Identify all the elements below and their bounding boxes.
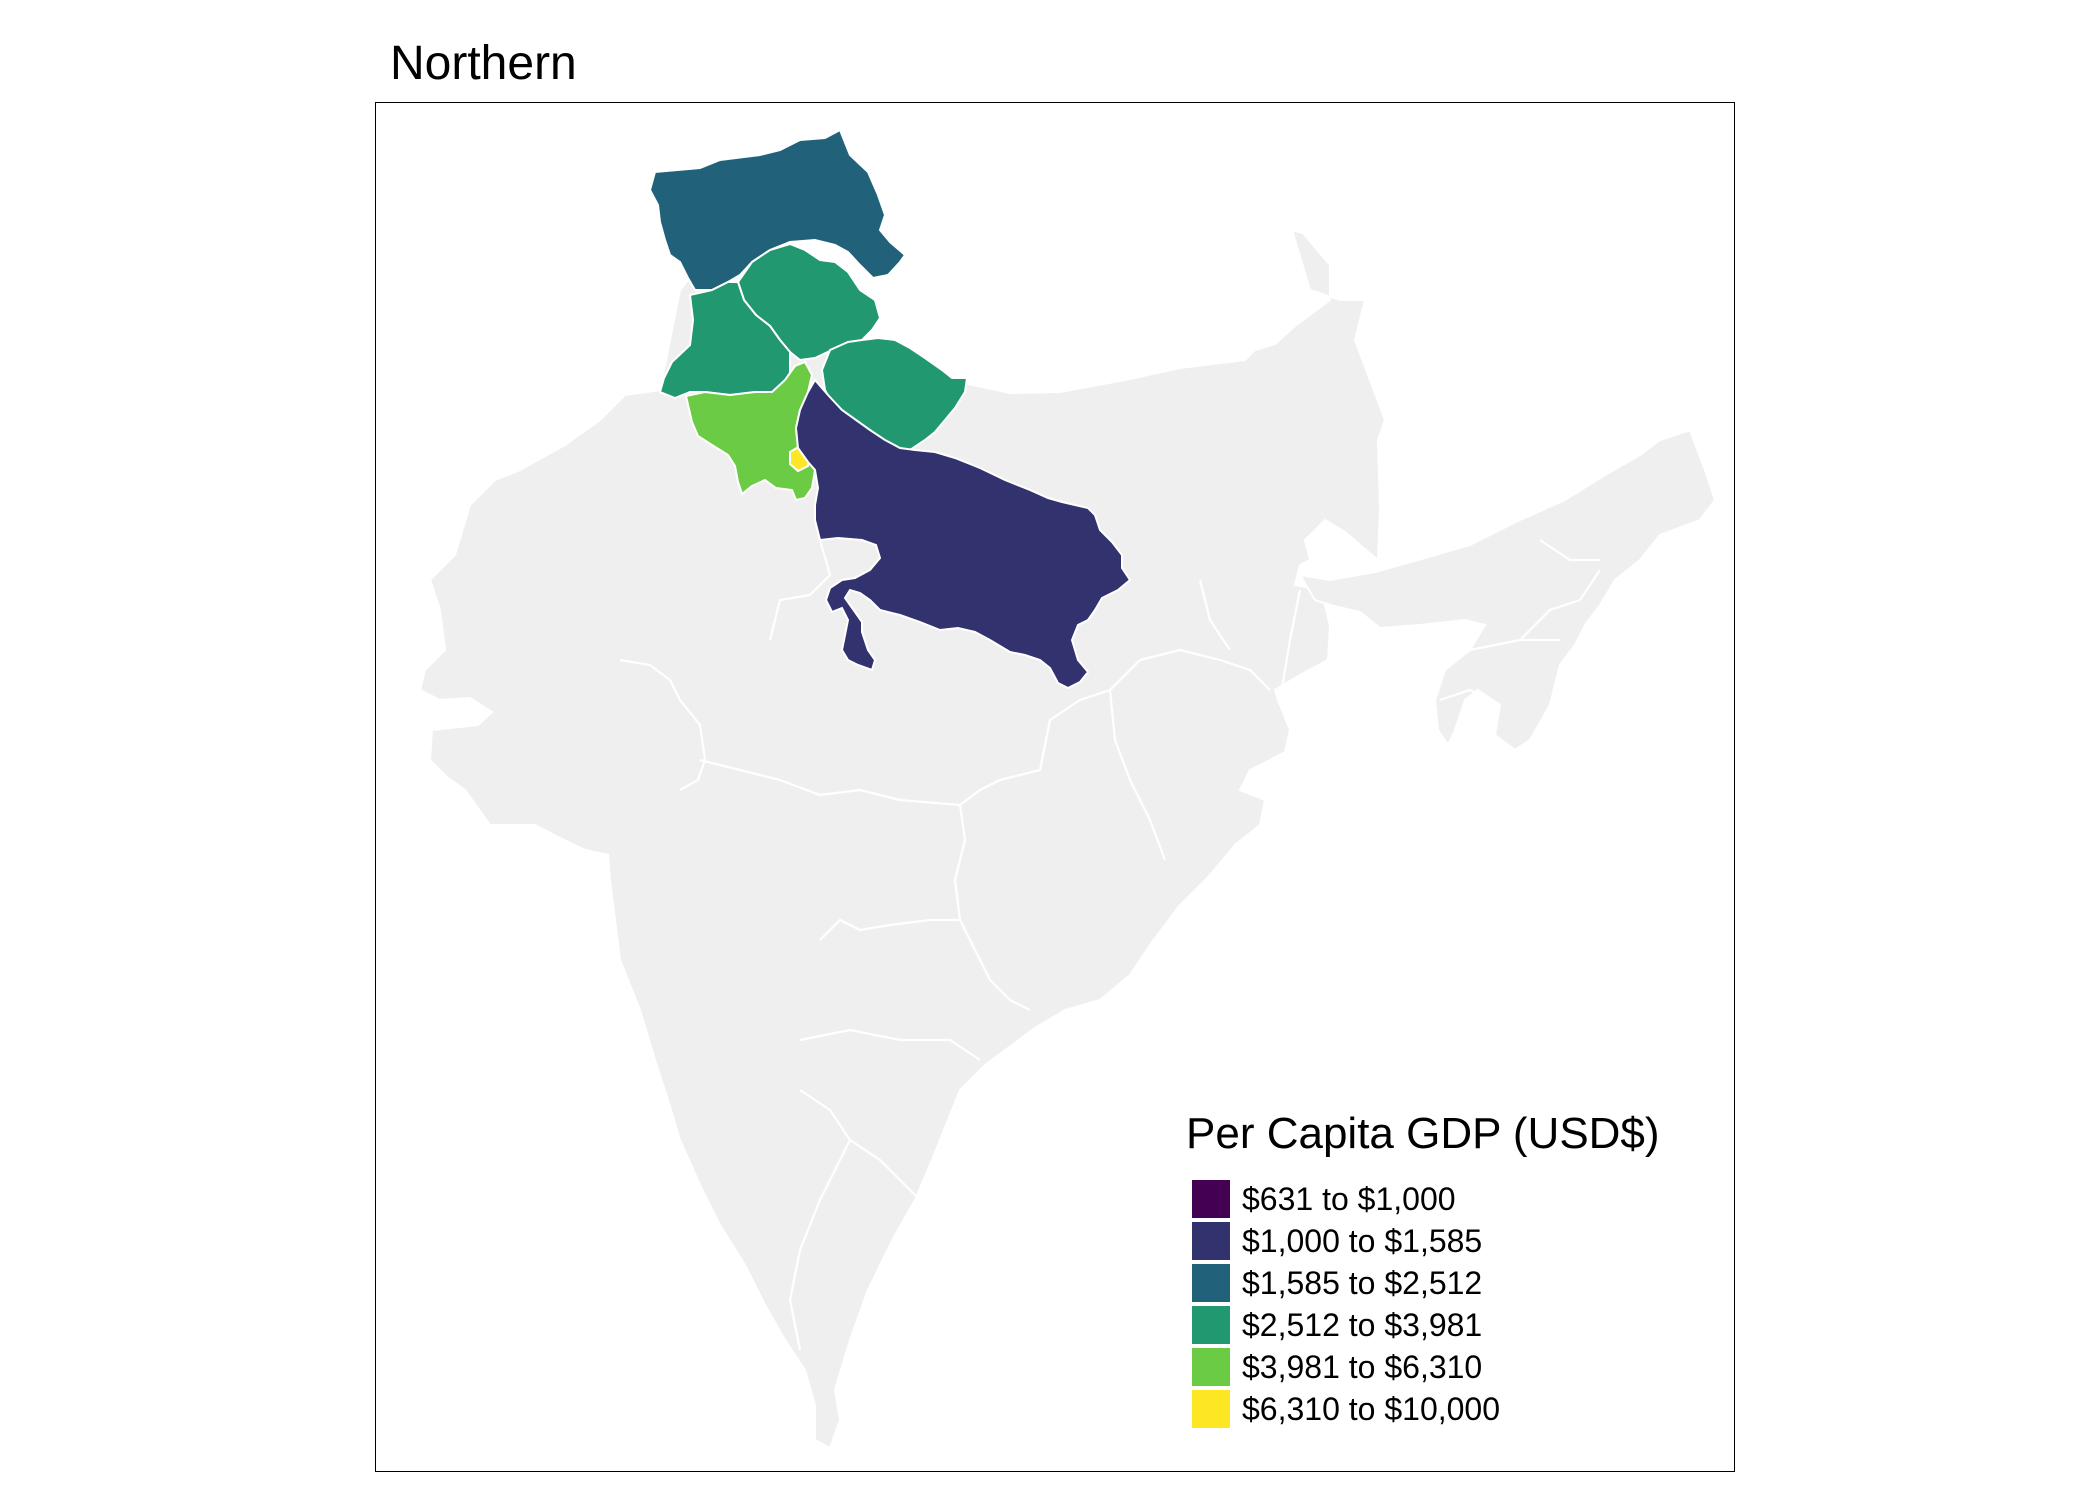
legend-item: $1,000 to $1,585 (1186, 1220, 1660, 1262)
highlighted-states (648, 128, 1132, 690)
legend-label: $1,000 to $1,585 (1242, 1223, 1483, 1259)
legend-item: $3,981 to $6,310 (1186, 1346, 1660, 1388)
region-jammu-kashmir (648, 128, 907, 291)
legend-swatch (1192, 1306, 1230, 1344)
legend-item: $6,310 to $10,000 (1186, 1388, 1660, 1430)
region-haryana (684, 360, 817, 502)
india-mainland (418, 228, 1387, 1450)
map-panel (375, 102, 1735, 1472)
legend-item: $631 to $1,000 (1186, 1178, 1660, 1220)
india-northeast (1298, 428, 1717, 752)
legend-swatch (1192, 1222, 1230, 1260)
legend-items: $631 to $1,000 $1,000 to $1,585 $1,585 to … (1186, 1178, 1660, 1430)
legend-item: $1,585 to $2,512 (1186, 1262, 1660, 1304)
legend-swatch (1192, 1180, 1230, 1218)
legend-swatch (1192, 1348, 1230, 1386)
legend-label: $3,981 to $6,310 (1242, 1349, 1483, 1385)
legend-label: $1,585 to $2,512 (1242, 1265, 1483, 1301)
legend-label: $2,512 to $3,981 (1242, 1307, 1483, 1343)
base-map (418, 228, 1717, 1450)
map-title: Northern (390, 37, 577, 90)
legend-swatch (1192, 1264, 1230, 1302)
legend-label: $631 to $1,000 (1242, 1181, 1456, 1217)
legend-swatch (1192, 1390, 1230, 1428)
legend-item: $2,512 to $3,981 (1186, 1304, 1660, 1346)
legend-label: $6,310 to $10,000 (1242, 1391, 1501, 1427)
legend-title: Per Capita GDP (USD$) (1186, 1109, 1660, 1158)
region-uttar-pradesh (794, 378, 1132, 690)
legend: Per Capita GDP (USD$) $631 to $1,000 $1,0… (1186, 1108, 1660, 1430)
state-boundaries (619, 519, 1601, 1351)
